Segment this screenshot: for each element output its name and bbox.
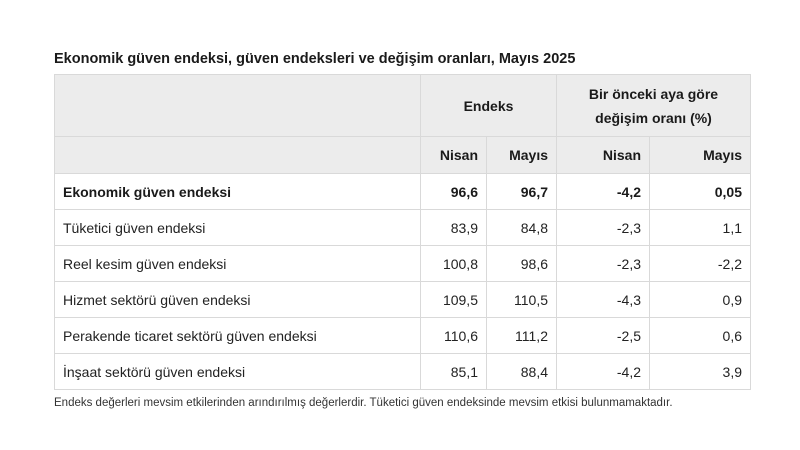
cell-index-nisan: 83,9 [420,209,487,246]
row-label: İnşaat sektörü güven endeksi [54,353,421,390]
table-row-real-sector: Reel kesim güven endeksi 100,8 98,6 -2,3… [54,245,751,282]
cell-index-mayis: 110,5 [486,281,557,318]
cell-change-nisan: -2,3 [556,209,650,246]
header-index-group: Endeks [420,74,557,137]
cell-index-mayis: 84,8 [486,209,557,246]
confidence-index-table: Endeks Bir önceki aya göre değişim oranı… [54,74,751,390]
cell-index-nisan: 109,5 [420,281,487,318]
header-row-groups: Endeks Bir önceki aya göre değişim oranı… [54,74,751,137]
cell-change-mayis: 3,9 [649,353,751,390]
cell-index-mayis: 111,2 [486,317,557,354]
table-row-retail: Perakende ticaret sektörü güven endeksi … [54,317,751,354]
cell-change-mayis: 1,1 [649,209,751,246]
cell-change-nisan: -4,2 [556,173,650,210]
header-row-months: Nisan Mayıs Nisan Mayıs [54,136,751,174]
cell-change-mayis: 0,6 [649,317,751,354]
header-label-cell [54,136,421,174]
row-label: Perakende ticaret sektörü güven endeksi [54,317,421,354]
header-corner-cell [54,74,421,137]
table-row-construction: İnşaat sektörü güven endeksi 85,1 88,4 -… [54,353,751,390]
cell-index-mayis: 88,4 [486,353,557,390]
header-change-mayis: Mayıs [649,136,751,174]
cell-change-nisan: -4,3 [556,281,650,318]
cell-index-nisan: 110,6 [420,317,487,354]
cell-change-mayis: 0,05 [649,173,751,210]
cell-index-mayis: 96,7 [486,173,557,210]
cell-change-nisan: -2,3 [556,245,650,282]
cell-change-nisan: -2,5 [556,317,650,354]
table-row-services: Hizmet sektörü güven endeksi 109,5 110,5… [54,281,751,318]
cell-index-nisan: 100,8 [420,245,487,282]
header-index-nisan: Nisan [420,136,487,174]
header-change-group: Bir önceki aya göre değişim oranı (%) [556,74,751,137]
cell-index-mayis: 98,6 [486,245,557,282]
row-label: Ekonomik güven endeksi [54,173,421,210]
row-label: Tüketici güven endeksi [54,209,421,246]
cell-change-mayis: -2,2 [649,245,751,282]
cell-change-nisan: -4,2 [556,353,650,390]
table-title: Ekonomik güven endeksi, güven endeksleri… [54,51,576,67]
header-change-nisan: Nisan [556,136,650,174]
table-row-consumer: Tüketici güven endeksi 83,9 84,8 -2,3 1,… [54,209,751,246]
row-label: Hizmet sektörü güven endeksi [54,281,421,318]
cell-change-mayis: 0,9 [649,281,751,318]
header-index-mayis: Mayıs [486,136,557,174]
table-row-economic: Ekonomik güven endeksi 96,6 96,7 -4,2 0,… [54,173,751,210]
row-label: Reel kesim güven endeksi [54,245,421,282]
footnote: Endeks değerleri mevsim etkilerinden arı… [54,397,673,409]
cell-index-nisan: 85,1 [420,353,487,390]
cell-index-nisan: 96,6 [420,173,487,210]
